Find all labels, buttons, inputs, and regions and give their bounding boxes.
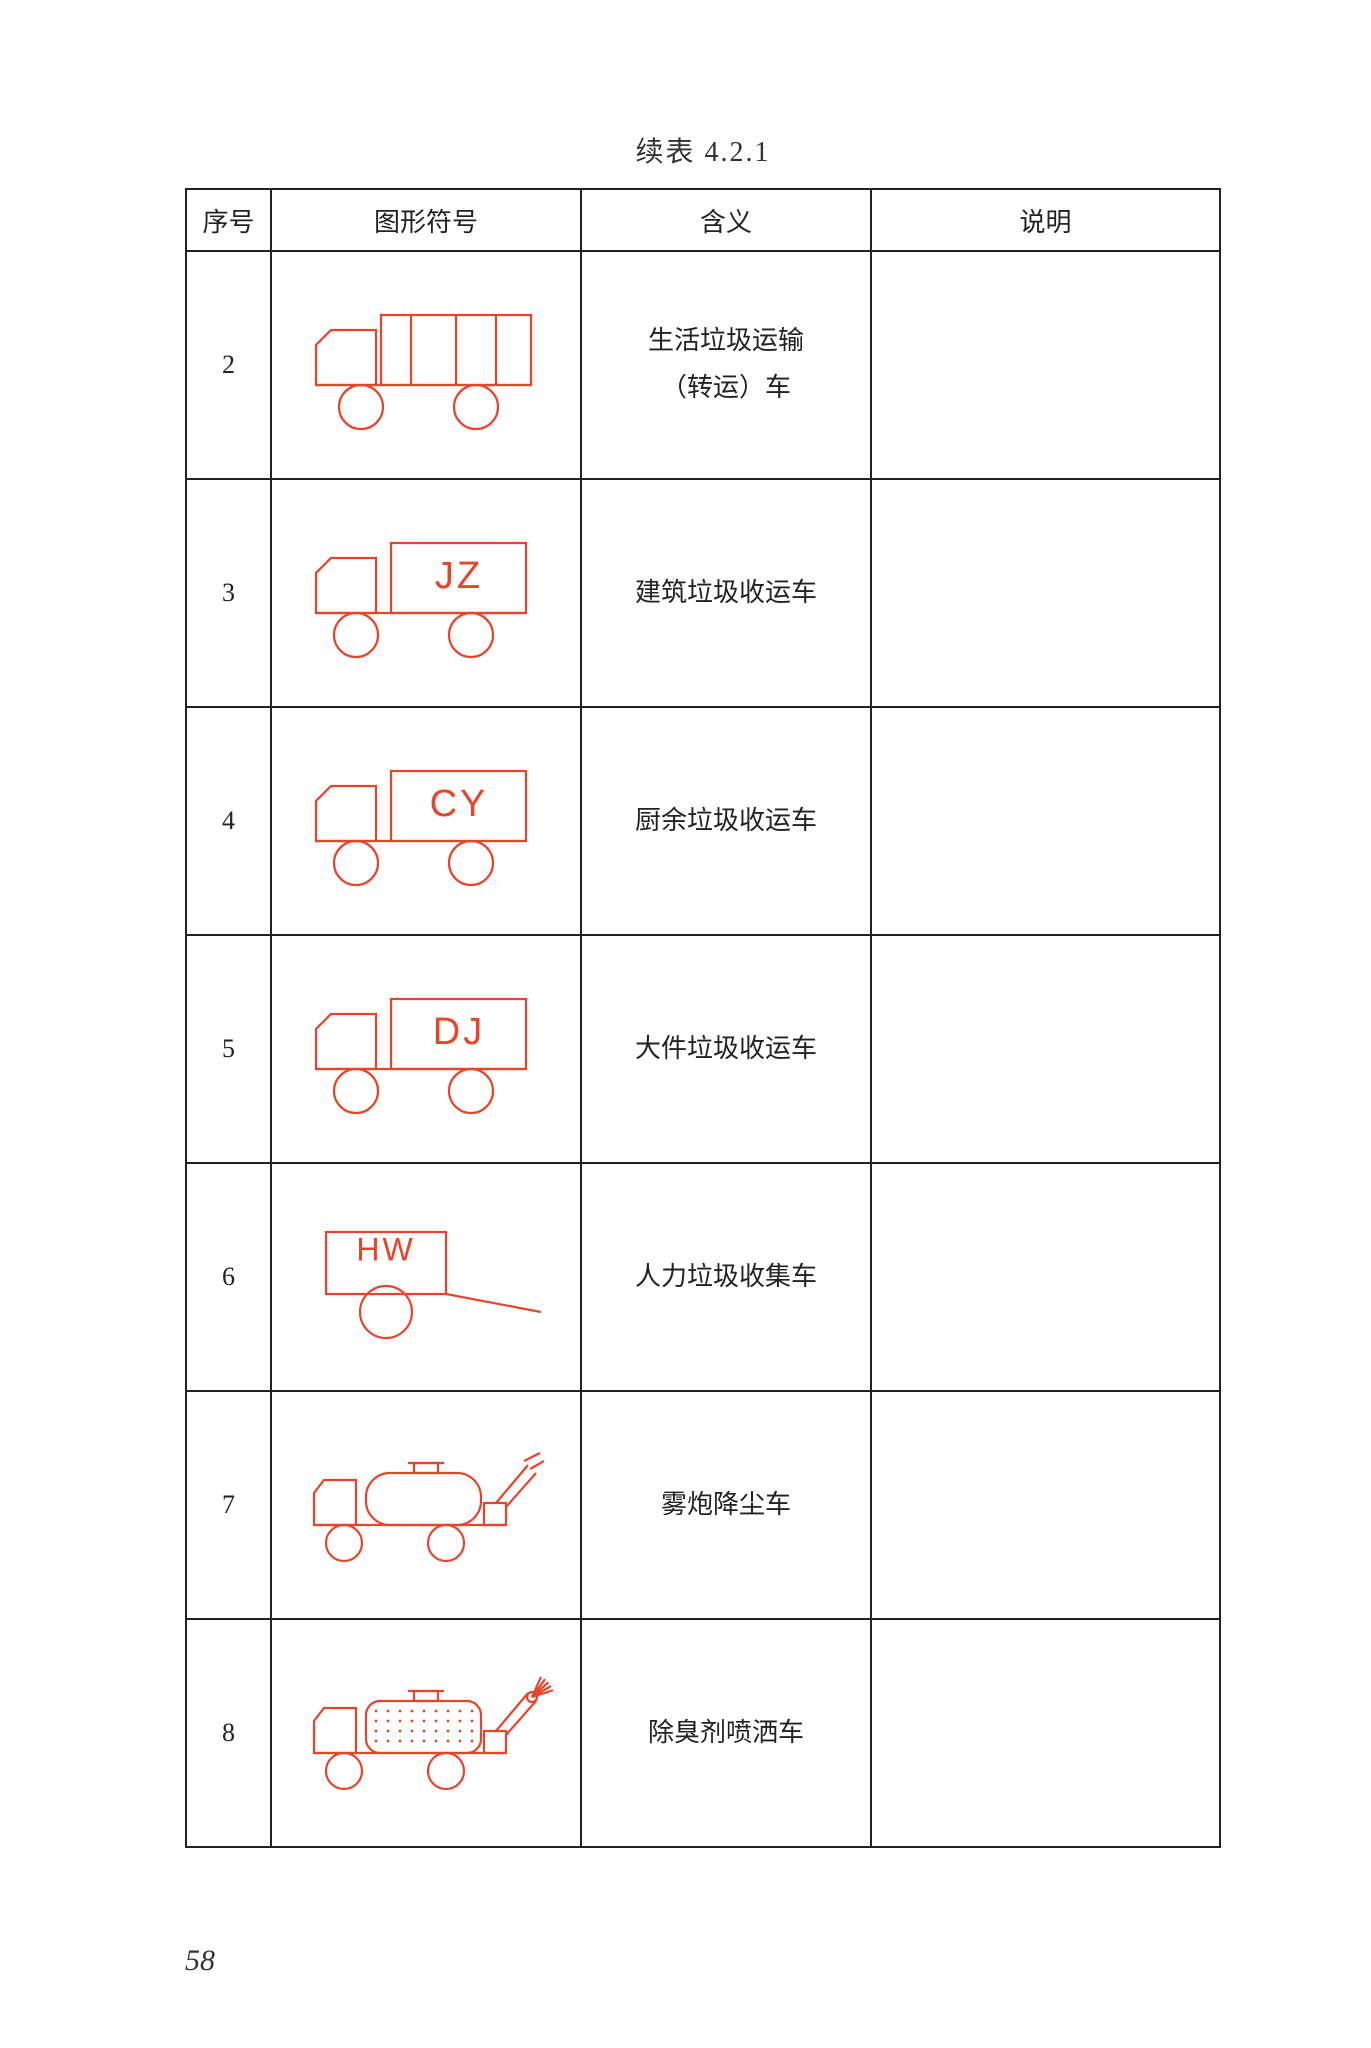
- table-row: 4 CY 厨余垃圾收运车: [186, 707, 1220, 935]
- symbol-cell: DJ: [271, 935, 581, 1163]
- seq-cell: 8: [186, 1619, 271, 1847]
- table-caption: 续表 4.2.1: [185, 130, 1221, 170]
- symbol-table: 序号 图形符号 含义 说明 2 生活垃圾运输（转运）车 3 JZ 建筑垃圾收运车 4 CY 厨…: [185, 188, 1221, 1848]
- meaning-cell: 生活垃圾运输（转运）车: [581, 251, 871, 479]
- svg-text:DJ: DJ: [433, 1011, 485, 1053]
- seq-cell: 3: [186, 479, 271, 707]
- symbol-cell: HW: [271, 1163, 581, 1391]
- desc-cell: [871, 707, 1220, 935]
- table-row: 8 除臭剂喷洒车: [186, 1619, 1220, 1847]
- table-row: 2 生活垃圾运输（转运）车: [186, 251, 1220, 479]
- seq-cell: 4: [186, 707, 271, 935]
- svg-text:CY: CY: [430, 783, 489, 825]
- table-row: 3 JZ 建筑垃圾收运车: [186, 479, 1220, 707]
- meaning-cell: 建筑垃圾收运车: [581, 479, 871, 707]
- col-mean-header: 含义: [581, 189, 871, 251]
- symbol-cell: JZ: [271, 479, 581, 707]
- meaning-cell: 雾炮降尘车: [581, 1391, 871, 1619]
- seq-cell: 6: [186, 1163, 271, 1391]
- svg-text:JZ: JZ: [435, 555, 483, 597]
- meaning-cell: 大件垃圾收运车: [581, 935, 871, 1163]
- desc-cell: [871, 1391, 1220, 1619]
- seq-cell: 7: [186, 1391, 271, 1619]
- col-seq-header: 序号: [186, 189, 271, 251]
- meaning-cell: 厨余垃圾收运车: [581, 707, 871, 935]
- col-desc-header: 说明: [871, 189, 1220, 251]
- desc-cell: [871, 935, 1220, 1163]
- desc-cell: [871, 251, 1220, 479]
- seq-cell: 5: [186, 935, 271, 1163]
- symbol-cell: [271, 1619, 581, 1847]
- table-row: 7 雾炮降尘车: [186, 1391, 1220, 1619]
- meaning-cell: 除臭剂喷洒车: [581, 1619, 871, 1847]
- col-sym-header: 图形符号: [271, 189, 581, 251]
- table-row: 5 DJ 大件垃圾收运车: [186, 935, 1220, 1163]
- desc-cell: [871, 1619, 1220, 1847]
- symbol-cell: [271, 1391, 581, 1619]
- desc-cell: [871, 479, 1220, 707]
- header-row: 序号 图形符号 含义 说明: [186, 189, 1220, 251]
- page-number: 58: [185, 1944, 215, 1978]
- svg-text:HW: HW: [356, 1231, 415, 1267]
- seq-cell: 2: [186, 251, 271, 479]
- symbol-cell: CY: [271, 707, 581, 935]
- table-row: 6 HW 人力垃圾收集车: [186, 1163, 1220, 1391]
- desc-cell: [871, 1163, 1220, 1391]
- symbol-cell: [271, 251, 581, 479]
- meaning-cell: 人力垃圾收集车: [581, 1163, 871, 1391]
